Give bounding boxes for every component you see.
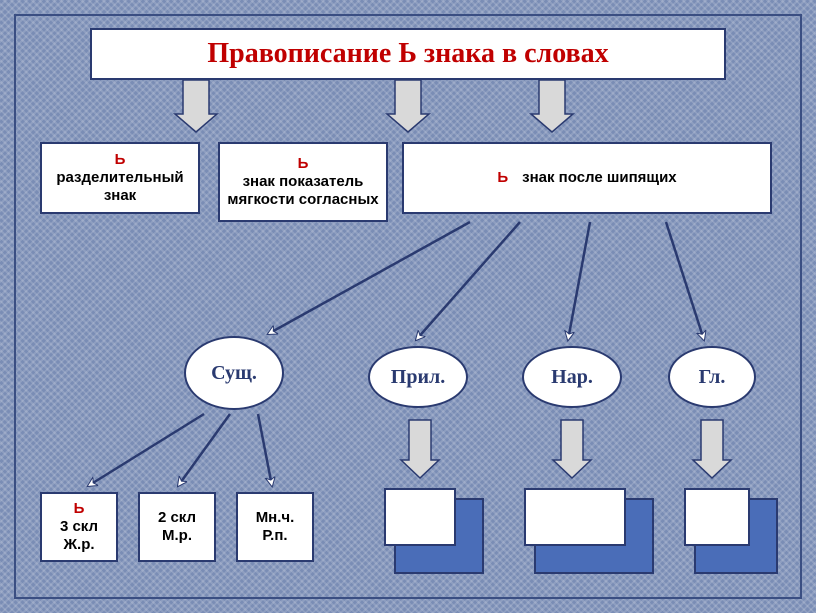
small-box-3decl: Ь 3 скл Ж.р. (40, 492, 118, 562)
mid-left-text: разделительный знак (42, 169, 198, 205)
small-box-plural: Мн.ч. Р.п. (236, 492, 314, 562)
small1-l2: 3 скл (60, 518, 98, 536)
ellipse-noun-label: Сущ. (211, 362, 257, 385)
small2-l2: М.р. (162, 527, 192, 545)
small3-l1: Мн.ч. (256, 509, 295, 527)
small1-l3: Ж.р. (63, 536, 94, 554)
stack-front (524, 488, 626, 546)
mid-right-text: знак после шипящих (522, 169, 677, 187)
stack-verb (694, 498, 778, 574)
ellipse-adjective: Прил. (368, 346, 468, 408)
ellipse-verb-label: Гл. (699, 366, 726, 389)
mid-left-red: Ь (115, 151, 126, 168)
small1-red: Ь (74, 500, 85, 517)
ellipse-adverb: Нар. (522, 346, 622, 408)
mid-box-separator: Ь разделительный знак (40, 142, 200, 214)
ellipse-verb: Гл. (668, 346, 756, 408)
stack-adverb (534, 498, 654, 574)
small3-l2: Р.п. (262, 527, 287, 545)
stack-front (684, 488, 750, 546)
mid-right-red: Ь (497, 169, 508, 187)
ellipse-adj-label: Прил. (391, 366, 445, 389)
mid-box-hissing: Ь знак после шипящих (402, 142, 772, 214)
title-text: Правописание Ь знака в словах (207, 37, 608, 71)
ellipse-noun: Сущ. (184, 336, 284, 410)
mid-center-red: Ь (298, 155, 309, 172)
mid-box-softness: Ь знак показатель мягкости согласных (218, 142, 388, 222)
stack-front (384, 488, 456, 546)
small2-l1: 2 скл (158, 509, 196, 527)
small-box-2decl: 2 скл М.р. (138, 492, 216, 562)
stack-adjective (394, 498, 484, 574)
mid-center-text: знак показатель мягкости согласных (220, 173, 386, 209)
ellipse-adv-label: Нар. (551, 366, 593, 389)
title-box: Правописание Ь знака в словах (90, 28, 726, 80)
